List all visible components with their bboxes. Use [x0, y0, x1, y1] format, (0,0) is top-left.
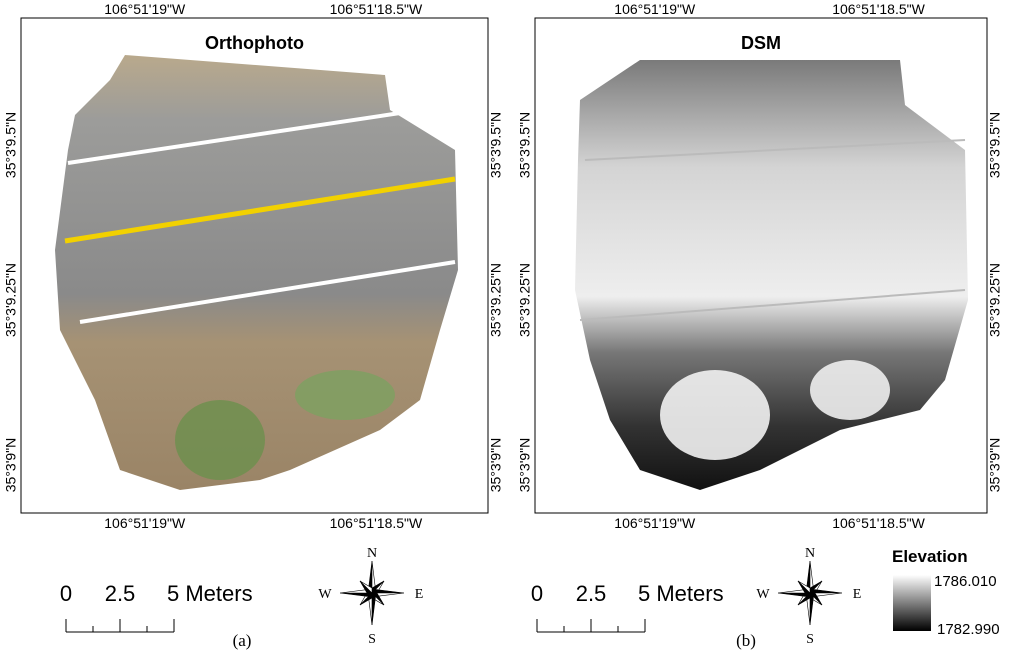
panel-title: DSM [741, 33, 781, 53]
latitude-label: 35°3'9.25"N [3, 263, 19, 337]
latitude-label: 35°3'9.25"N [488, 263, 504, 337]
compass-letter: E [415, 587, 424, 602]
compass-letter: N [367, 546, 377, 561]
longitude-label: 106°51'18.5"W [330, 515, 423, 531]
latitude-label: 35°3'9"N [488, 438, 504, 493]
map-frame [20, 17, 489, 514]
compass-letter: E [853, 587, 862, 602]
compass-letter: S [368, 632, 376, 647]
compass-letter: W [756, 587, 770, 602]
longitude-label: 106°51'19"W [104, 1, 186, 17]
compass-letter: N [805, 546, 815, 561]
scale-label: 0 [60, 581, 72, 606]
scale-label: 5 Meters [638, 581, 724, 606]
scale-label: 2.5 [576, 581, 607, 606]
latitude-label: 35°3'9.25"N [517, 263, 533, 337]
latitude-label: 35°3'9.5"N [987, 112, 1003, 178]
longitude-label: 106°51'19"W [614, 515, 696, 531]
longitude-label: 106°51'18.5"W [832, 1, 925, 17]
latitude-label: 35°3'9.5"N [488, 112, 504, 178]
compass-point [809, 592, 814, 626]
compass-point [777, 592, 811, 597]
latitude-label: 35°3'9.5"N [517, 112, 533, 178]
legend-min: 1782.990 [937, 621, 1000, 638]
compass-point [359, 580, 373, 594]
compass-point [797, 580, 811, 594]
latitude-label: 35°3'9.5"N [3, 112, 19, 178]
legend-title: Elevation [892, 547, 968, 566]
scale-label: 2.5 [105, 581, 136, 606]
compass-letter: S [806, 632, 814, 647]
scale-label: 5 Meters [167, 581, 253, 606]
compass-point [809, 589, 843, 594]
panel-title: Orthophoto [205, 33, 304, 53]
orthophoto-image [55, 55, 458, 490]
longitude-label: 106°51'18.5"W [330, 1, 423, 17]
longitude-label: 106°51'18.5"W [832, 515, 925, 531]
compass-letter: W [318, 587, 332, 602]
longitude-label: 106°51'19"W [104, 515, 186, 531]
compass: N S E W [756, 546, 861, 647]
latitude-label: 35°3'9"N [517, 438, 533, 493]
map-frame [534, 17, 988, 514]
latitude-label: 35°3'9"N [987, 438, 1003, 493]
compass-point [371, 592, 376, 626]
compass: N S E W [318, 546, 423, 647]
dsm-image [575, 60, 968, 490]
panel-caption: (b) [736, 631, 756, 650]
legend-ramp [893, 575, 931, 631]
compass-point [371, 589, 405, 594]
latitude-label: 35°3'9"N [3, 438, 19, 493]
legend-max: 1786.010 [934, 573, 997, 590]
compass-point [339, 592, 373, 597]
longitude-label: 106°51'19"W [614, 1, 696, 17]
panel-caption: (a) [233, 631, 252, 650]
latitude-label: 35°3'9.25"N [987, 263, 1003, 337]
scale-label: 0 [531, 581, 543, 606]
